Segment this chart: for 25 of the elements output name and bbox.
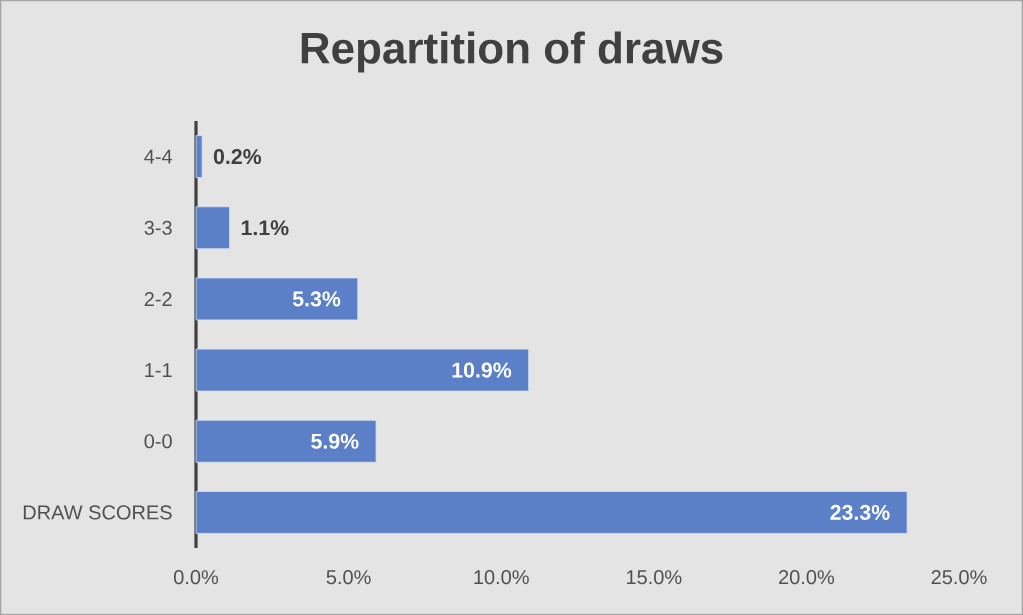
bar [195,135,203,178]
y-tick-label: DRAW SCORES [23,505,172,520]
y-tick-label: 4-4 [144,149,173,164]
data-label: 1.1% [241,220,289,236]
x-tick-label: 20.0% [779,570,835,585]
data-label: 5.9% [311,433,359,449]
y-tick-label: 3-3 [144,220,172,235]
y-tick-label: 1-1 [145,363,172,377]
chart-title: Repartition of draws [301,31,723,73]
x-tick-label: 0.0% [173,570,219,585]
data-label: 5.3% [292,291,341,307]
y-tick-label: 2-2 [144,291,172,306]
data-label: 0.2% [213,149,262,165]
data-label: 23.3% [830,504,890,520]
x-tick-label: 5.0% [326,570,371,585]
bar [195,206,230,250]
y-tick-label: 0-0 [144,434,172,449]
bar [195,419,377,463]
x-tick-label: 25.0% [931,570,987,585]
bar [195,491,908,534]
x-tick-label: 10.0% [474,570,529,585]
x-tick-label: 15.0% [626,570,682,585]
bar [195,348,530,392]
data-label: 10.9% [452,362,512,378]
bar [195,277,359,321]
